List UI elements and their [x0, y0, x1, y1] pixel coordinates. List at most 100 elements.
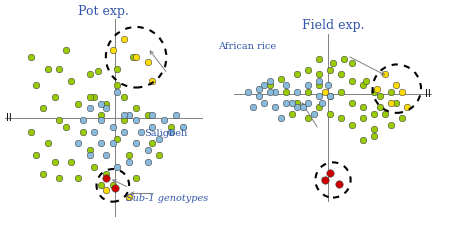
Point: [377, 94, 384, 98]
Point: [304, 116, 311, 120]
Point: [337, 116, 344, 120]
Point: [161, 118, 168, 122]
Point: [315, 94, 322, 98]
Point: [98, 102, 105, 106]
Point: [260, 84, 267, 87]
Point: [167, 125, 175, 129]
Point: [300, 106, 307, 109]
Point: [112, 186, 119, 190]
Point: [114, 83, 121, 87]
Point: [126, 114, 133, 117]
Point: [86, 107, 93, 110]
Point: [51, 160, 58, 164]
Point: [348, 61, 356, 65]
Point: [348, 79, 356, 83]
Point: [63, 49, 70, 52]
Point: [315, 84, 322, 87]
Point: [304, 68, 311, 72]
Point: [326, 94, 333, 98]
Point: [337, 90, 344, 94]
Point: [74, 102, 81, 106]
Point: [319, 101, 326, 105]
Point: [86, 95, 93, 99]
Point: [293, 101, 300, 105]
Point: [79, 130, 86, 134]
Point: [278, 116, 285, 120]
Point: [310, 112, 318, 116]
Point: [44, 67, 51, 71]
Point: [282, 101, 289, 105]
Point: [370, 128, 377, 131]
Point: [90, 165, 98, 169]
Point: [167, 130, 175, 134]
Point: [324, 84, 331, 87]
Point: [74, 176, 81, 180]
Text: Sub-1 genotypes: Sub-1 genotypes: [126, 194, 208, 203]
Point: [132, 142, 140, 145]
Point: [260, 101, 267, 105]
Point: [315, 73, 322, 76]
Point: [32, 153, 40, 157]
Title: Field exp.: Field exp.: [302, 19, 364, 33]
Point: [267, 79, 274, 83]
Point: [149, 114, 156, 117]
Point: [102, 172, 109, 176]
Point: [156, 137, 163, 141]
Point: [44, 142, 51, 145]
Point: [388, 101, 395, 105]
Point: [51, 95, 58, 99]
Point: [271, 106, 278, 109]
Text: II: II: [6, 113, 11, 123]
Point: [109, 49, 117, 52]
Point: [256, 94, 263, 98]
Point: [132, 176, 140, 180]
Point: [293, 106, 300, 109]
Point: [39, 107, 46, 110]
Point: [56, 67, 63, 71]
Point: [282, 90, 289, 94]
Point: [102, 102, 109, 106]
Point: [94, 69, 101, 73]
Point: [32, 83, 40, 87]
Point: [74, 142, 81, 145]
Point: [126, 160, 133, 164]
Point: [63, 125, 70, 129]
Point: [359, 106, 366, 109]
Point: [335, 182, 342, 186]
Point: [374, 87, 381, 91]
Text: Saligbeli: Saligbeli: [144, 130, 187, 138]
Title: Pot exp.: Pot exp.: [78, 5, 129, 18]
Point: [392, 101, 399, 105]
Point: [68, 79, 75, 82]
Point: [121, 114, 128, 117]
Point: [149, 142, 156, 145]
Point: [315, 79, 322, 83]
Point: [68, 160, 75, 164]
Point: [149, 79, 156, 82]
Point: [289, 101, 296, 105]
Point: [304, 101, 311, 105]
Point: [144, 114, 151, 117]
Point: [267, 90, 274, 94]
Point: [172, 114, 179, 117]
Point: [403, 106, 410, 109]
Point: [56, 118, 63, 122]
Point: [348, 101, 356, 105]
Point: [315, 106, 322, 109]
Point: [144, 149, 151, 152]
Point: [79, 118, 86, 122]
Point: [326, 171, 333, 175]
Point: [377, 106, 384, 109]
Point: [359, 116, 366, 120]
Point: [109, 142, 117, 145]
Point: [326, 112, 333, 116]
Point: [267, 84, 274, 87]
Point: [370, 112, 377, 116]
Point: [102, 188, 109, 192]
Point: [114, 67, 121, 71]
Point: [249, 106, 256, 109]
Point: [144, 60, 151, 64]
Point: [359, 139, 366, 142]
Point: [271, 90, 278, 94]
Point: [399, 116, 406, 120]
